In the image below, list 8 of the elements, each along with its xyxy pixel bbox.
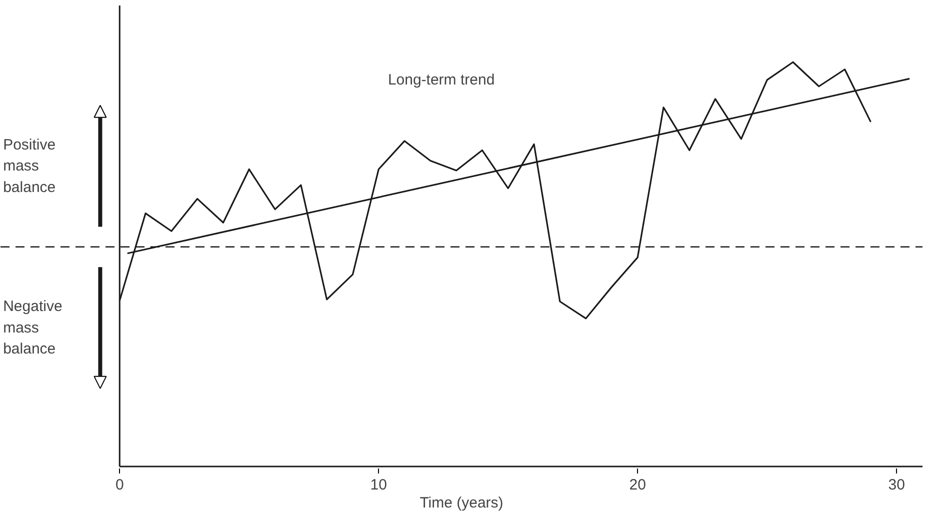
- annotation: Long-term trend: [388, 71, 495, 88]
- x-tick-label: 30: [888, 476, 905, 494]
- x-axis-title: Time (years): [420, 494, 504, 512]
- x-tick-label: 20: [629, 476, 646, 494]
- text: Positive mass balance: [3, 136, 56, 196]
- x-tick-label: 0: [115, 476, 124, 494]
- x-tick-label: 10: [370, 476, 387, 494]
- text: Negative mass balance: [3, 298, 62, 358]
